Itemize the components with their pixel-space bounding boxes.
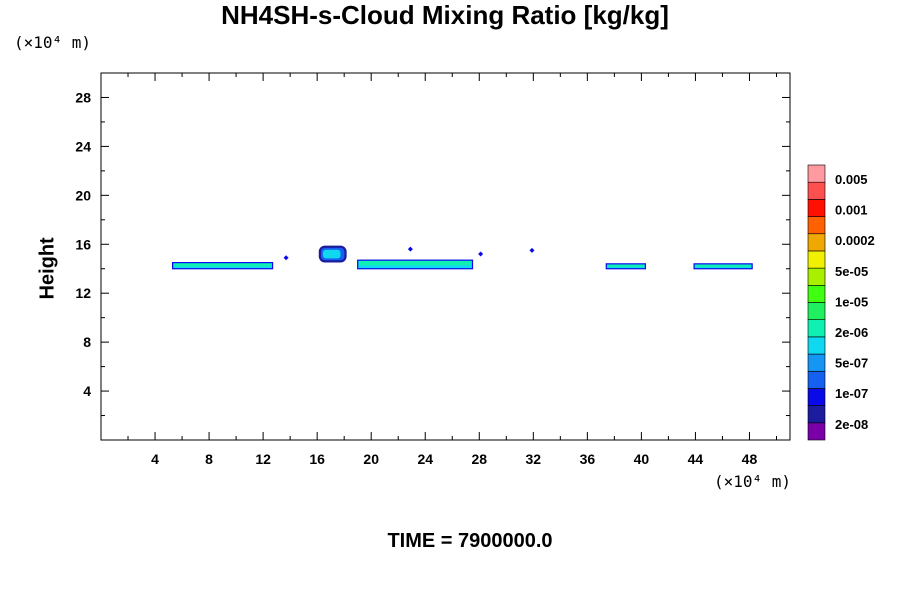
cloud-dot	[529, 247, 535, 253]
colorbar-label: 1e-07	[835, 386, 868, 401]
x-tick-label: 16	[309, 451, 325, 467]
colorbar-swatch	[807, 353, 826, 372]
colorbar-swatch	[807, 422, 826, 441]
cloud-layer	[172, 245, 753, 270]
cloud-band-core	[174, 263, 272, 267]
colorbar-swatch	[807, 285, 826, 303]
y-tick-label: 20	[75, 187, 91, 203]
time-label: TIME = 7900000.0	[387, 530, 553, 552]
cloud-band-core	[695, 264, 751, 268]
colorbar-label: 2e-06	[835, 325, 868, 340]
x-tick-label: 20	[363, 451, 379, 467]
x-tick-label: 40	[634, 451, 650, 467]
x-tick-label: 44	[688, 451, 704, 467]
x-tick-label: 48	[742, 451, 758, 467]
colorbar-swatch	[807, 250, 826, 269]
colorbar-label: 5e-05	[835, 264, 868, 279]
cloud-band	[172, 262, 274, 270]
colorbar-label: 2e-08	[835, 417, 868, 432]
x-tick-label: 32	[526, 451, 542, 467]
y-tick-label: 16	[75, 236, 91, 252]
colorbar-label: 0.005	[835, 172, 868, 187]
y-tick-label: 8	[83, 334, 91, 350]
colorbar-swatch	[807, 267, 826, 286]
colorbar-swatch	[807, 388, 826, 406]
colorbar-swatch	[807, 216, 826, 235]
chart-title: NH4SH-s-Cloud Mixing Ratio [kg/kg]	[221, 0, 669, 30]
cloud-dot	[283, 255, 289, 261]
cloud-band-core	[322, 249, 341, 259]
x-tick-label: 28	[471, 451, 487, 467]
colorbar-swatch	[807, 199, 826, 217]
colorbar-label: 0.001	[835, 203, 868, 218]
cloud-band	[357, 259, 474, 270]
colorbar-swatch	[807, 405, 826, 424]
cloud-band-core	[359, 260, 472, 266]
colorbar-swatch	[807, 319, 826, 338]
cloud-band	[318, 245, 347, 263]
colorbar-swatch	[807, 164, 826, 183]
colorbar-label: 0.0002	[835, 233, 875, 248]
plot-area	[101, 73, 790, 440]
colorbar-label: 1e-05	[835, 294, 868, 309]
colorbar: 0.005 0.001 0.0002 5e-05 1e-05 2e-06 5e-07 1e-0…	[807, 164, 875, 441]
colorbar-swatch	[807, 336, 826, 355]
plot-frame	[100, 72, 791, 441]
colorbar-swatch	[807, 233, 826, 252]
colorbar-swatch	[807, 302, 826, 320]
x-tick-label: 12	[255, 451, 271, 467]
cloud-dot	[478, 251, 484, 257]
colorbar-label: 5e-07	[835, 356, 868, 371]
x-tick-label: 36	[580, 451, 596, 467]
y-tick-label: 4	[83, 383, 91, 399]
colorbar-swatch	[807, 370, 826, 389]
x-axis-unit: (×10⁴ m)	[714, 472, 792, 491]
x-tick-label: 24	[417, 451, 433, 467]
y-tick-label: 12	[75, 285, 91, 301]
cloud-band	[693, 263, 753, 270]
cloud-dot	[407, 246, 413, 252]
x-tick-label: 4	[151, 451, 159, 467]
y-tick-label: 28	[75, 89, 91, 105]
cloud-band-core	[607, 264, 644, 268]
y-tick-label: 24	[75, 138, 91, 154]
cloud-band	[605, 263, 647, 270]
colorbar-swatch	[807, 181, 826, 200]
plot-background	[101, 73, 790, 440]
y-axis-unit: (×10⁴ m)	[14, 33, 92, 52]
x-tick-label: 8	[205, 451, 213, 467]
